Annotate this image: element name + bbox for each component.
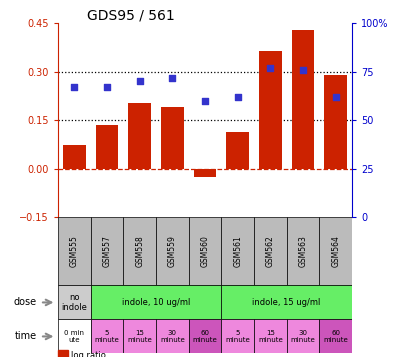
Bar: [91, 217, 123, 286]
Bar: [226, 132, 249, 169]
Point: [234, 94, 241, 100]
Text: GSM557: GSM557: [102, 236, 112, 267]
Text: no
indole: no indole: [61, 293, 87, 312]
Text: GSM562: GSM562: [266, 236, 275, 267]
Text: 0 min
ute: 0 min ute: [64, 330, 84, 343]
Bar: [189, 217, 221, 286]
Bar: [259, 51, 282, 169]
Text: GSM559: GSM559: [168, 236, 177, 267]
Point: [169, 75, 176, 80]
Bar: [156, 217, 189, 286]
Bar: [161, 107, 184, 169]
Text: 5
minute: 5 minute: [225, 330, 250, 343]
Bar: [128, 102, 151, 169]
Bar: [221, 286, 352, 320]
Text: time: time: [15, 331, 37, 341]
Bar: [58, 320, 91, 353]
Bar: [123, 320, 156, 353]
Bar: [319, 320, 352, 353]
Bar: [287, 320, 319, 353]
Bar: [91, 286, 221, 320]
Point: [267, 65, 274, 71]
Bar: [63, 145, 86, 169]
Text: log ratio: log ratio: [71, 351, 106, 357]
Text: 30
minute: 30 minute: [160, 330, 185, 343]
Bar: [324, 75, 347, 169]
Text: GSM555: GSM555: [70, 236, 79, 267]
Bar: [123, 217, 156, 286]
Bar: [319, 217, 352, 286]
Bar: [91, 320, 123, 353]
Text: GSM564: GSM564: [331, 236, 340, 267]
Text: 60
minute: 60 minute: [193, 330, 217, 343]
Bar: [189, 320, 221, 353]
Point: [136, 79, 143, 84]
Bar: [254, 217, 287, 286]
Text: GSM560: GSM560: [200, 236, 210, 267]
Bar: [287, 217, 319, 286]
Point: [300, 67, 306, 73]
Point: [71, 85, 78, 90]
Text: indole, 10 ug/ml: indole, 10 ug/ml: [122, 298, 190, 307]
Text: 15
minute: 15 minute: [258, 330, 283, 343]
Text: 15
minute: 15 minute: [127, 330, 152, 343]
Point: [202, 98, 208, 104]
Point: [332, 94, 339, 100]
Text: 30
minute: 30 minute: [291, 330, 315, 343]
Bar: [254, 320, 287, 353]
Text: 5
minute: 5 minute: [95, 330, 119, 343]
Bar: [221, 217, 254, 286]
Bar: [292, 30, 314, 169]
Point: [104, 85, 110, 90]
Bar: [58, 286, 91, 320]
Text: GDS95 / 561: GDS95 / 561: [87, 8, 175, 22]
Text: GSM561: GSM561: [233, 236, 242, 267]
Bar: [96, 125, 118, 169]
Text: dose: dose: [14, 297, 37, 307]
Text: indole, 15 ug/ml: indole, 15 ug/ml: [252, 298, 321, 307]
Bar: [221, 320, 254, 353]
Bar: [194, 169, 216, 177]
Text: GSM563: GSM563: [298, 236, 308, 267]
Bar: [58, 217, 91, 286]
Text: GSM558: GSM558: [135, 236, 144, 267]
Bar: [156, 320, 189, 353]
Text: 60
minute: 60 minute: [323, 330, 348, 343]
